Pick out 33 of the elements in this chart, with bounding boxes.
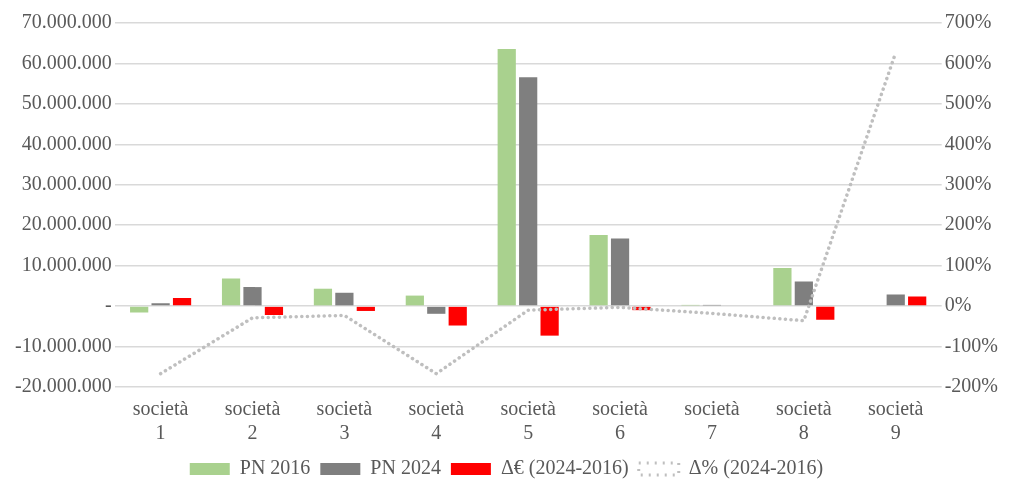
legend-label: PN 2016 (239, 456, 311, 479)
y-tick-label: 20.000.000 (21, 212, 112, 235)
y-tick-label: 10.000.000 (21, 252, 112, 275)
x-tick-label: società 7 (684, 397, 740, 444)
y2-tick-label: -200% (944, 374, 999, 397)
x-tick-label: società 3 (316, 397, 373, 444)
x-tick-label: società 4 (408, 397, 465, 444)
y-tick-label: - (104, 293, 112, 316)
legend-label: PN 2024 (370, 456, 441, 479)
x-tick-label: società 5 (500, 397, 557, 444)
y-tick-label: 40.000.000 (21, 131, 112, 154)
x-tick-label: società 6 (592, 397, 648, 444)
x-tick-label: società 2 (224, 397, 281, 444)
legend-label: Δ€ (2024-2016) (500, 456, 629, 480)
y2-tick-label: 700% (944, 10, 992, 33)
legend-label: Δ% (2024-2016) (688, 456, 824, 480)
y2-tick-label: 200% (944, 212, 992, 235)
y2-tick-label: 400% (944, 131, 992, 154)
x-tick-label: società 8 (776, 397, 832, 444)
y-tick-label: 30.000.000 (21, 172, 112, 195)
y-tick-label: 60.000.000 (21, 50, 112, 73)
y-tick-label: -20.000.000 (14, 374, 112, 397)
y2-tick-label: 300% (944, 172, 992, 195)
x-tick-label: società 9 (867, 397, 924, 444)
y2-tick-label: 600% (944, 50, 992, 73)
y-tick-label: -10.000.000 (14, 333, 112, 356)
y2-tick-label: -100% (944, 333, 999, 356)
y2-tick-label: 0% (944, 293, 972, 316)
x-tick-label: società 1 (132, 397, 189, 444)
y-tick-label: 70.000.000 (21, 10, 112, 33)
y2-tick-label: 500% (944, 91, 992, 114)
y2-tick-label: 100% (944, 252, 992, 275)
y-tick-label: 50.000.000 (21, 91, 112, 114)
